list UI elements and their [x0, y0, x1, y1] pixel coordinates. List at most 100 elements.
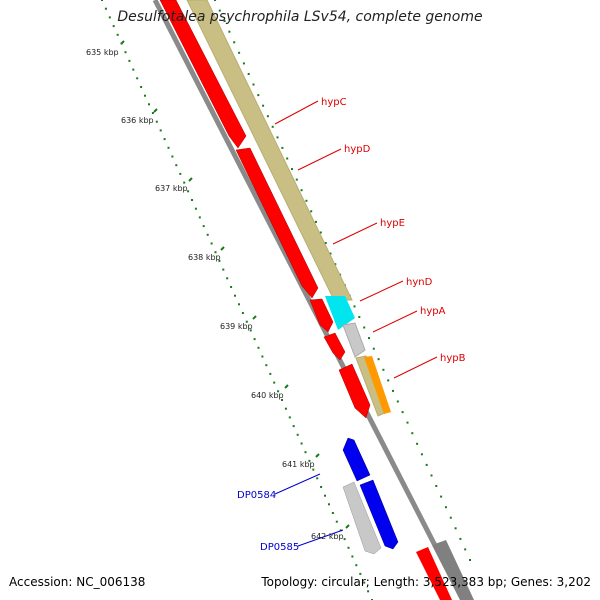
gene-label-hypc: hypC [321, 97, 347, 108]
outer-dot [454, 527, 457, 530]
grey-feature-block [342, 322, 366, 358]
ruler-dot [108, 16, 111, 19]
ruler-dot [347, 546, 350, 549]
outer-dot [449, 516, 452, 519]
ruler-dotted-line [101, 0, 373, 600]
ruler-label-640: 640 kbp [251, 391, 284, 400]
ruler-dot [234, 294, 236, 297]
ruler-dot [265, 364, 268, 367]
label-connectors [274, 100, 438, 547]
gene-grey-1 [342, 481, 382, 555]
outer-dot [464, 548, 467, 551]
outer-dot [430, 474, 433, 477]
outer-dot [329, 252, 332, 255]
ruler-dot [363, 581, 366, 584]
ruler-label-637: 637 kbp [155, 184, 188, 193]
outer-dot [242, 62, 245, 65]
ruler-dot [312, 468, 315, 471]
outer-dot [281, 146, 284, 149]
ruler-dot [218, 259, 221, 262]
ruler-dot [140, 86, 143, 88]
outer-dot [257, 94, 260, 97]
ruler-dot [198, 216, 201, 219]
ruler-dot [167, 146, 170, 149]
ruler-dot [163, 138, 166, 141]
outer-dot [396, 400, 399, 403]
outer-dot [469, 559, 471, 561]
ruler-dot [124, 51, 127, 54]
tan-feature-track [186, 0, 353, 301]
ruler-dot [116, 33, 119, 36]
ruler-dot [191, 199, 193, 201]
gene-red-3 [309, 298, 334, 333]
ruler-dot [194, 207, 197, 210]
ruler-dot [155, 120, 158, 123]
gene-label-hypd: hypD [344, 144, 371, 155]
ruler-dot [331, 512, 334, 514]
ruler-dot [281, 399, 283, 401]
ruler-dot [230, 286, 233, 288]
ruler-dot [245, 320, 248, 323]
gene-label-hypa: hypA [420, 306, 446, 317]
ruler-dot [308, 459, 311, 462]
outer-dot [233, 41, 236, 44]
ruler-dot [171, 155, 174, 158]
gene-label-hype: hypE [380, 218, 405, 229]
ruler-tick [284, 384, 289, 389]
gene-label-hypb: hypB [440, 353, 466, 364]
ruler-dot [136, 77, 139, 80]
ruler-dot [222, 268, 225, 271]
ruler-dot [351, 555, 354, 558]
ruler-dot [296, 433, 299, 436]
ruler-dot [101, 0, 103, 1]
ruler-label-639: 639 kbp [220, 322, 253, 331]
outer-dot [295, 178, 298, 181]
outer-dot [420, 453, 423, 456]
outer-dot [315, 220, 317, 223]
outer-dot [401, 411, 404, 414]
outer-dot [406, 421, 409, 424]
ruler-label-641: 641 kbp [282, 460, 315, 469]
ruler-dot [335, 520, 338, 523]
reverse-gene-labels: DP0584 DP0585 [237, 490, 299, 553]
ruler-dot [277, 390, 280, 393]
ruler-label-638: 638 kbp [188, 253, 221, 262]
genome-backbone [152, 0, 466, 600]
ruler-dot [206, 233, 209, 236]
ruler-dot [159, 129, 162, 132]
outer-dot [286, 157, 289, 160]
ruler-dot [112, 25, 115, 28]
gene-label-dp0584: DP0584 [237, 490, 276, 501]
ruler-tick [120, 40, 125, 45]
ruler-dot [288, 416, 291, 419]
outer-dot [440, 495, 443, 498]
outer-dot [252, 83, 255, 86]
orange-feature-track [364, 356, 391, 414]
outer-dot [300, 189, 303, 192]
ruler-dot [257, 346, 260, 349]
outer-dot [353, 305, 356, 308]
outer-dot [411, 432, 414, 435]
outer-dot [276, 136, 279, 139]
outer-dot [459, 537, 462, 540]
outer-dot [377, 358, 380, 361]
ruler-dot [320, 486, 323, 488]
ruler-dot [300, 442, 303, 445]
outer-dot [392, 389, 394, 392]
outer-dot [416, 442, 419, 445]
outer-dot [382, 368, 385, 371]
outer-dot [334, 263, 337, 266]
gene-label-dp0585: DP0585 [260, 542, 299, 553]
ruler-dot [328, 503, 330, 506]
ruler-dot [238, 303, 240, 306]
ruler-tick [188, 177, 193, 182]
outer-dot [363, 326, 366, 329]
gene-red-4 [323, 332, 346, 361]
outer-dot [444, 506, 447, 509]
ruler-dot [175, 164, 178, 167]
outer-dot [247, 73, 250, 75]
gene-label-hynd: hynD [406, 277, 433, 288]
gene-grey-bottom [432, 540, 474, 600]
ruler-dot [261, 355, 264, 358]
